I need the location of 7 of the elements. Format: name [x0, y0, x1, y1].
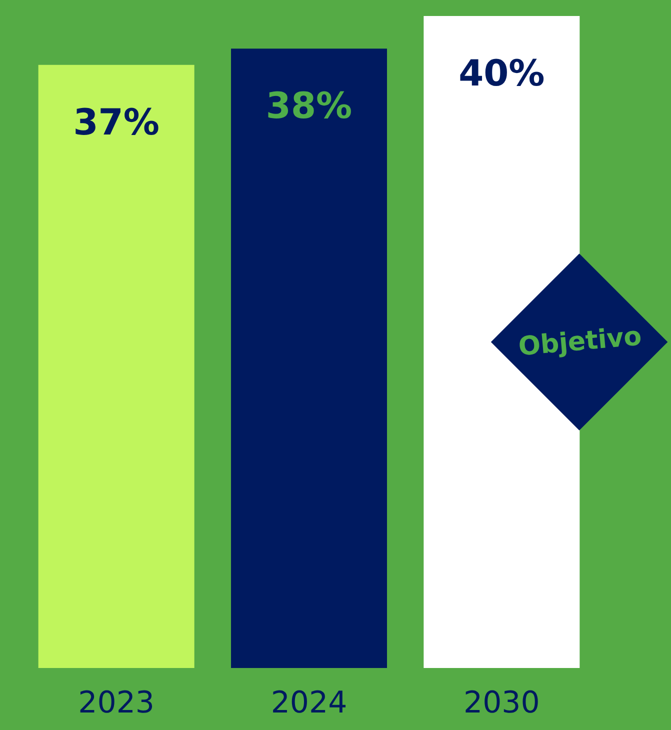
- data-label: 37%: [73, 102, 160, 144]
- x-tick-label: 2023: [78, 686, 155, 720]
- x-tick-label: 2024: [270, 686, 348, 720]
- x-tick-label: 2030: [463, 686, 540, 720]
- annotation: Objetivo: [516, 322, 642, 362]
- data-label: 38%: [266, 86, 352, 128]
- data-label: 40%: [458, 54, 545, 94]
